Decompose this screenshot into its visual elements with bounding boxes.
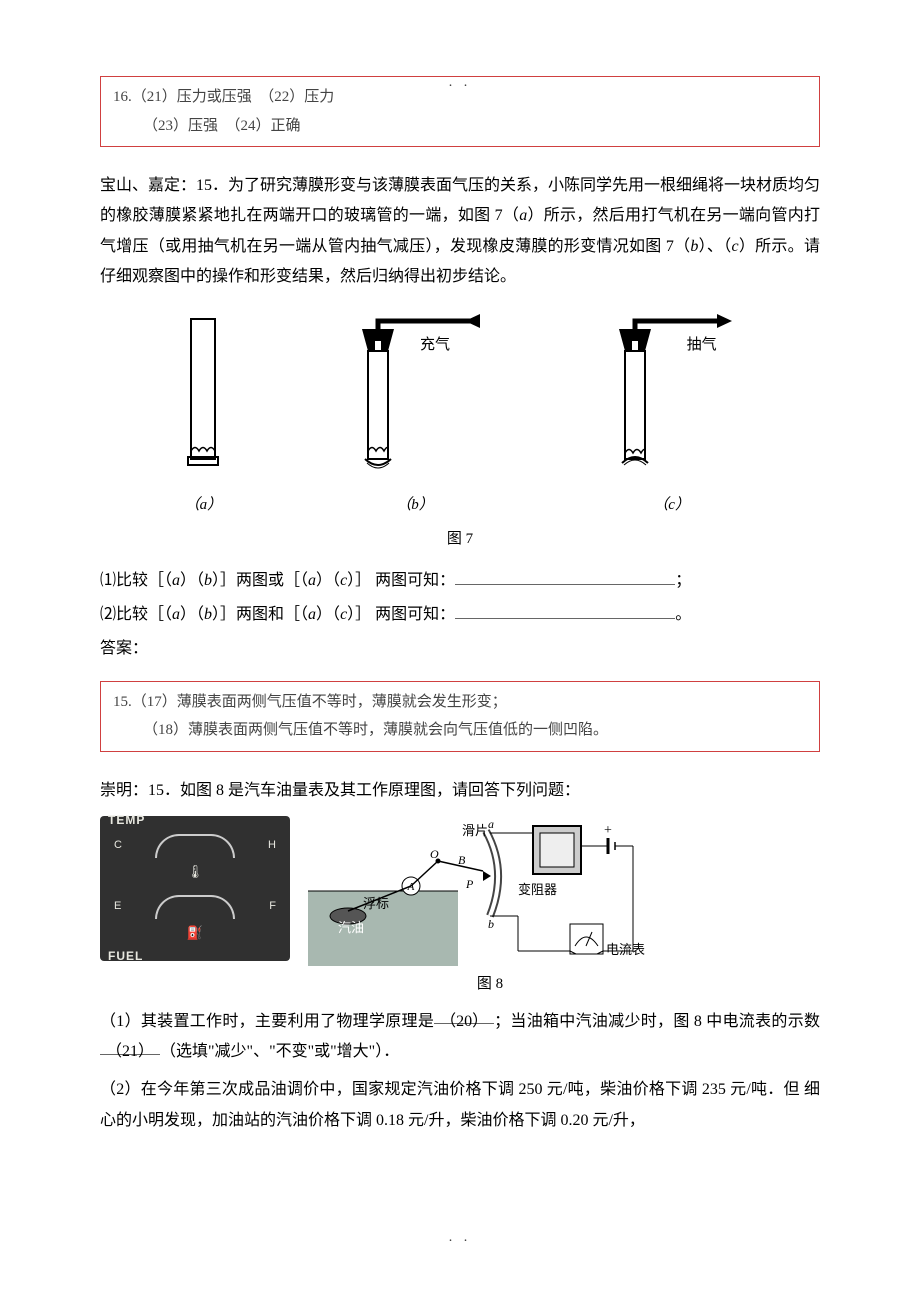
figure-8-caption: 图 8 — [160, 970, 820, 999]
gauge-fuel-arc-icon — [155, 895, 235, 919]
question-2: ⑵比较［（a）（b）］两图和［（a）（c）］ 两图可知：。 — [100, 600, 820, 630]
q2-m1: ）（ — [180, 606, 204, 623]
q1-m1: ）（ — [180, 572, 204, 589]
gauge-box: TEMP C H 🌡 E F ⛽ FUEL — [100, 816, 290, 961]
p1-blank2[interactable]: （21） — [100, 1037, 160, 1055]
figure-7-row: （a） 充气 （b） 抽气 （c） — [120, 311, 800, 520]
q2-b: b — [204, 606, 212, 623]
q2-a: a — [172, 606, 180, 623]
q2-a2: a — [308, 606, 316, 623]
q2-m4: ）］ 两图可知： — [347, 606, 455, 623]
q2-punct: 。 — [675, 606, 691, 623]
p1-tail: （选填"减少"、"不变"或"增大"）． — [160, 1043, 399, 1060]
q1-m3: ）（ — [316, 572, 340, 589]
svg-text:b: b — [488, 917, 494, 931]
circuit-slider-label: 滑片 — [462, 819, 488, 844]
p1-prefix: （1）其装置工作时，主要利用了物理学原理是 — [100, 1013, 434, 1030]
svg-text:B: B — [458, 853, 466, 867]
top-dots: . . — [449, 70, 472, 97]
fuel-pump-icon: ⛽ — [108, 921, 282, 946]
tube-c-label: （c） — [653, 491, 690, 520]
answer1-line2: （23）压强 （24）正确 — [113, 112, 807, 141]
svg-text:P: P — [465, 877, 474, 891]
circuit-ammeter-label: 电流表 — [606, 938, 645, 963]
gauge-h: H — [268, 835, 276, 856]
q1-m2: ）］两图或［（ — [212, 572, 308, 589]
figure-8-row: TEMP C H 🌡 E F ⛽ FUEL — [100, 816, 820, 966]
tube-a-label: （a） — [185, 491, 223, 520]
s1-c: c — [731, 238, 738, 255]
section1-para: 宝山、嘉定：15．为了研究薄膜形变与该薄膜表面气压的关系，小陈同学先用一根细绳将… — [100, 171, 820, 293]
q2-m3: ）（ — [316, 606, 340, 623]
s1-a: a — [519, 207, 527, 224]
thermometer-icon: 🌡 — [108, 860, 282, 885]
tube-b-icon — [340, 311, 490, 481]
s1-mid2: ）、（ — [698, 238, 731, 255]
answer2-line1: 15.（17）薄膜表面两侧气压值不等时，薄膜就会发生形变； — [113, 688, 807, 717]
svg-text:a: a — [488, 817, 494, 831]
gauge-e: E — [114, 896, 121, 917]
q1-a: a — [172, 572, 180, 589]
q2-m2: ）］两图和［（ — [212, 606, 308, 623]
section2-intro: 崇明：15．如图 8 是汽车油量表及其工作原理图，请回答下列问题： — [100, 776, 820, 806]
gauge-wrap: TEMP C H 🌡 E F ⛽ FUEL — [100, 816, 290, 961]
circuit-float-label: 浮标 — [363, 892, 389, 917]
gauge-temp-arc-icon — [155, 834, 235, 858]
gauge-temp-label: TEMP — [108, 809, 282, 832]
tube-a-wrap: （a） — [173, 311, 233, 520]
tube-b-arrow-label: 充气 — [420, 331, 450, 360]
q1-blank[interactable] — [455, 567, 675, 585]
q2-blank[interactable] — [455, 601, 675, 619]
tube-a-icon — [173, 311, 233, 481]
gauge-f: F — [269, 896, 276, 917]
tube-b-wrap: 充气 （b） — [340, 311, 490, 520]
tube-c-wrap: 抽气 （c） — [597, 311, 747, 520]
q1-punct: ； — [675, 572, 691, 589]
tube-c-icon — [597, 311, 747, 481]
q2-prefix: ⑵比较［（ — [100, 606, 172, 623]
q1-b: b — [204, 572, 212, 589]
section2-p2: （2）在今年第三次成品油调价中，国家规定汽油价格下调 250 元/吨，柴油价格下… — [100, 1075, 820, 1136]
answer-label: 答案： — [100, 634, 820, 664]
p1-mid: ；当油箱中汽油减少时，图 8 中电流表的示数 — [494, 1013, 820, 1030]
q1-a2: a — [308, 572, 316, 589]
svg-text:O: O — [430, 847, 439, 861]
tube-c-arrow-label: 抽气 — [687, 331, 717, 360]
figure-7-caption: 图 7 — [100, 525, 820, 554]
svg-text:+: + — [604, 823, 612, 838]
p1-blank1[interactable]: （20） — [434, 1007, 494, 1025]
bottom-dots: . . — [449, 1225, 472, 1252]
gauge-c: C — [114, 835, 122, 856]
circuit-diagram: A O B P a b + — [308, 816, 648, 966]
tube-b-label: （b） — [396, 491, 434, 520]
q1-m4: ）］ 两图可知： — [347, 572, 455, 589]
gauge-fuel-label: FUEL — [108, 945, 282, 968]
section2-p1: （1）其装置工作时，主要利用了物理学原理是（20）；当油箱中汽油减少时，图 8 … — [100, 1007, 820, 1068]
circuit-rheostat-label: 变阻器 — [518, 878, 557, 903]
answer2-line2: （18）薄膜表面两侧气压值不等时，薄膜就会向气压值低的一侧凹陷。 — [113, 716, 807, 745]
answer-box-2: 15.（17）薄膜表面两侧气压值不等时，薄膜就会发生形变； （18）薄膜表面两侧… — [100, 681, 820, 752]
q1-prefix: ⑴比较［（ — [100, 572, 172, 589]
circuit-oil-label: 汽油 — [338, 916, 364, 941]
question-1: ⑴比较［（a）（b）］两图或［（a）（c）］ 两图可知：； — [100, 566, 820, 596]
